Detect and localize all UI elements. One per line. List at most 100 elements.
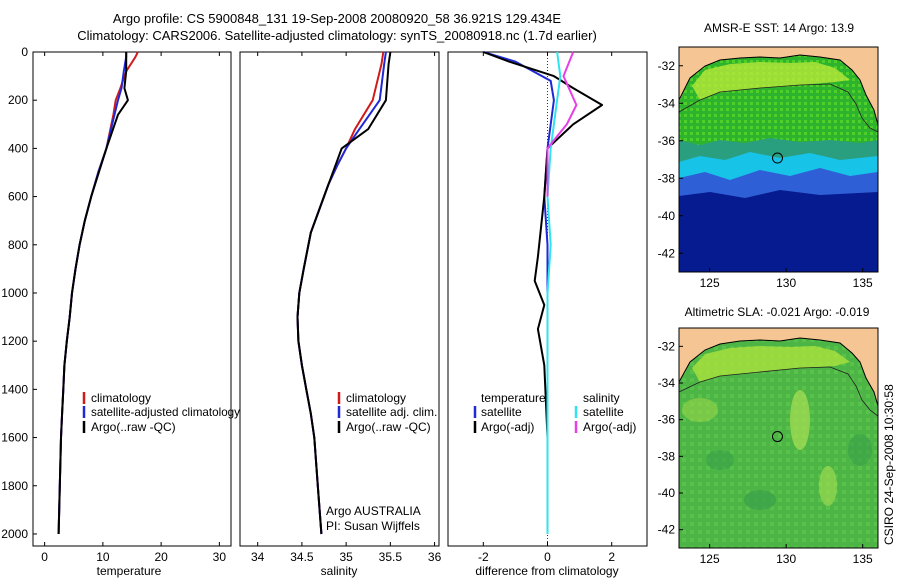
sla-ocean-yellow-shelf [692,346,850,382]
sla-anomaly-3 [682,398,718,422]
salinity-legend: climatology satellite adj. clim. Argo(..… [337,391,437,434]
difference-xtick-label: -2 [478,550,489,564]
temperature-ytick-label: 400 [8,141,28,155]
temperature-series [57,51,139,535]
temperature-ytick-label: 1800 [1,479,28,493]
sla-anomaly-5 [706,450,734,470]
header-line-1: Argo profile: CS 5900848_131 19-Sep-2008… [113,11,561,26]
credit-side-label: CSIRO 24-Sep-2008 10:30:58 [882,384,896,545]
difference-legend-temp-satellite: satellite [481,405,522,419]
temperature-axes-box [32,51,232,547]
sst_map-ytick-label: -34 [658,96,676,110]
temperature-xtick-label: 20 [154,550,168,564]
temperature-legend-argo: Argo(..raw -QC) [91,420,176,434]
sla-anomaly-6 [848,434,872,466]
temperature-xtick-label: 30 [213,550,227,564]
temperature-ytick-label: 0 [21,45,28,59]
temperature-xlabel: temperature [97,564,162,578]
temperature-ytick-label: 1400 [1,382,28,396]
salinity-legend-climatology: climatology [346,391,406,405]
sst_map-xtick-label: 125 [700,276,720,290]
temperature-legend-satellite: satellite-adjusted climatology [91,405,240,419]
salinity-series-1 [296,51,387,535]
salinity-note-pi: PI: Susan Wijffels [326,519,420,533]
temperature-legend: climatology satellite-adjusted climatolo… [82,391,240,434]
difference-xtick-label: 2 [608,550,615,564]
temperature-ytick-label: 1000 [1,286,28,300]
sla-map-frame [678,327,879,549]
difference-series-3 [546,51,578,197]
sla_map-xtick-label: 125 [700,552,720,566]
sla-argo-marker [771,431,783,443]
temperature-xtick-label: 0 [41,550,48,564]
sst-map-title: AMSR-E SST: 14 Argo: 13.9 [704,21,854,35]
sst-ocean-deep [679,190,878,272]
sla-map-ticks: 125 130 135 -32 -34 -36 -38 -40 -42 [658,339,873,566]
sla_map-ytick-label: -32 [658,339,676,353]
sla-map-title: Altimetric SLA: -0.021 Argo: -0.019 [685,305,870,319]
sla-map-image [679,328,878,548]
temperature-ytick-label: 200 [8,93,28,107]
sst-map-ticks: 125 130 135 -32 -34 -36 -38 -40 -42 [658,59,873,290]
salinity-xtick-label: 35.5 [379,550,403,564]
sst-map-frame [678,46,879,273]
difference-panel: -2 0 2 difference from climatology tempera… [447,51,648,578]
sst_map-ytick-label: -40 [658,209,676,223]
sst_map-ytick-label: -42 [658,246,676,260]
sst-argo-marker [771,152,783,164]
salinity-xtick-label: 35 [339,550,353,564]
salinity-series-2 [296,51,392,535]
sla_map-xtick-label: 135 [853,552,873,566]
temperature-legend-climatology: climatology [91,391,151,405]
sst_map-xtick-label: 130 [776,276,796,290]
sst_map-ytick-label: -36 [658,134,676,148]
temperature-ytick-label: 1200 [1,334,28,348]
salinity-panel: 34 34.5 35 35.5 36 salinity climatology sate… [239,51,442,578]
difference-series-0 [483,51,555,534]
salinity-xtick-label: 34.5 [290,550,314,564]
temperature-series-2 [57,52,129,535]
sla_map-ytick-label: -40 [658,486,676,500]
temperature-ytick-label: 1600 [1,431,28,445]
difference-xlabel: difference from climatology [475,564,618,578]
sla-anomaly-2 [819,466,837,506]
sla_map-ytick-label: -38 [658,449,676,463]
salinity-ticks: 34 34.5 35 35.5 36 [251,52,442,564]
sla-anomaly-4 [744,490,776,510]
salinity-legend-argo: Argo(..raw -QC) [346,420,431,434]
sla_map-xtick-label: 130 [776,552,796,566]
difference-legend-header-salinity: salinity [583,391,620,405]
sst_map-ytick-label: -32 [658,59,676,73]
temperature-series-0 [57,51,139,535]
difference-legend-header-temperature: temperature [481,391,546,405]
difference-series [482,51,604,534]
temperature-panel: 0 10 20 30 0 200 400 600 800 1000 1200 1400 1600 1800… [1,45,240,578]
difference-legend-temp-argo: Argo(-adj) [481,420,534,434]
sst-shelf-contour [679,83,878,133]
sst-map-panel: AMSR-E SST: 14 Argo: 13.9 125 130 135 -32 -3… [658,21,879,290]
header-line-2: Climatology: CARS2006. Satellite-adjuste… [77,28,597,43]
temperature-series-1 [57,52,128,535]
difference-series-1 [482,51,604,534]
salinity-legend-satellite: satellite adj. clim. [346,405,437,419]
difference-xtick-label: 0 [544,550,551,564]
salinity-axes-box [239,51,440,547]
sla-coastline [679,337,878,407]
sla_map-ytick-label: -36 [658,413,676,427]
temperature-ticks: 0 10 20 30 0 200 400 600 800 1000 1200 1400 1600 1800… [1,45,226,564]
temperature-ytick-label: 600 [8,190,28,204]
salinity-xlabel: salinity [321,564,358,578]
sla_map-ytick-label: -42 [658,523,676,537]
salinity-xtick-label: 34 [251,550,265,564]
sla-shelf-contour [679,366,878,417]
temperature-ytick-label: 800 [8,238,28,252]
difference-legend-sal-satellite: satellite [583,405,624,419]
salinity-xtick-label: 36 [428,550,442,564]
sla_map-ytick-label: -34 [658,376,676,390]
sst_map-xtick-label: 135 [853,276,873,290]
sst-map-image [679,47,878,272]
sst-coastline [679,54,878,126]
temperature-xtick-label: 10 [96,550,110,564]
